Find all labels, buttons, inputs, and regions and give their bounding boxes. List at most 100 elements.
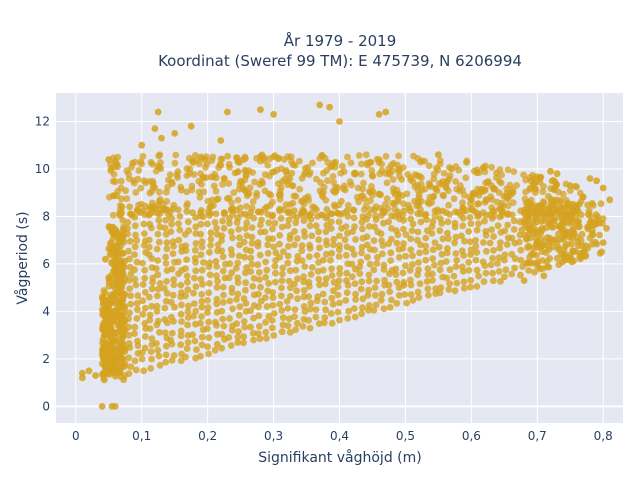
data-point <box>362 202 370 210</box>
data-point <box>187 122 195 130</box>
data-point <box>539 204 546 212</box>
data-point <box>108 350 115 357</box>
data-point <box>284 222 292 230</box>
data-point <box>573 183 580 191</box>
data-point <box>574 223 582 231</box>
data-point <box>123 167 131 175</box>
data-point <box>378 290 386 298</box>
data-point <box>463 157 471 165</box>
data-point <box>276 232 284 239</box>
data-point <box>204 208 212 216</box>
data-point <box>160 285 168 292</box>
data-point <box>367 206 374 214</box>
data-point <box>394 208 402 216</box>
data-point <box>532 189 539 197</box>
data-point <box>156 188 163 196</box>
data-point <box>133 315 141 322</box>
data-point <box>153 302 161 310</box>
data-point <box>300 278 308 286</box>
data-point <box>184 321 192 329</box>
data-point <box>111 246 119 254</box>
data-point <box>369 172 377 180</box>
data-point <box>435 151 442 159</box>
data-point <box>294 253 302 260</box>
data-point <box>206 259 214 267</box>
data-point <box>123 195 131 203</box>
data-point <box>365 223 373 230</box>
data-point <box>294 295 301 303</box>
data-point <box>540 183 547 190</box>
data-point <box>131 251 138 258</box>
data-point <box>453 256 461 264</box>
data-point <box>337 169 345 177</box>
data-point <box>248 204 256 212</box>
data-point <box>131 357 139 365</box>
data-point <box>198 341 206 349</box>
data-point <box>472 236 479 244</box>
data-point <box>316 281 323 289</box>
data-point <box>473 266 481 274</box>
data-point <box>305 293 313 300</box>
data-point <box>415 294 423 301</box>
data-point <box>446 266 454 274</box>
data-point <box>108 259 115 267</box>
data-point <box>436 215 444 223</box>
data-point <box>253 189 261 197</box>
data-point <box>166 171 174 179</box>
data-point <box>473 283 481 290</box>
data-point <box>404 171 412 178</box>
data-point <box>473 249 481 256</box>
data-point <box>247 268 255 275</box>
data-point <box>488 163 495 171</box>
data-point <box>261 228 269 236</box>
data-point <box>198 303 206 311</box>
data-point <box>115 367 122 375</box>
data-point <box>564 200 571 208</box>
data-point <box>197 275 205 283</box>
data-point <box>540 272 548 280</box>
data-point <box>307 299 315 307</box>
data-point <box>183 165 191 173</box>
data-point <box>131 323 139 331</box>
data-point <box>105 301 112 309</box>
data-point <box>154 108 162 116</box>
data-point <box>481 217 488 225</box>
data-point <box>520 277 528 284</box>
data-point <box>381 276 388 284</box>
data-point <box>289 212 297 219</box>
data-point <box>285 242 292 250</box>
data-point <box>388 235 395 243</box>
data-point <box>394 196 402 203</box>
data-point <box>501 273 508 281</box>
data-point <box>209 153 217 161</box>
data-point <box>414 198 422 206</box>
data-point <box>549 243 557 251</box>
data-point <box>547 167 554 175</box>
data-point <box>388 296 395 304</box>
data-point <box>382 108 390 116</box>
data-point <box>414 236 421 244</box>
data-point <box>482 227 490 235</box>
data-point <box>400 225 407 233</box>
data-point <box>287 153 295 161</box>
data-point <box>140 177 148 185</box>
x-tick-label: 0,1 <box>132 429 151 443</box>
y-tick-label: 12 <box>35 114 50 128</box>
data-point <box>358 160 365 168</box>
data-point <box>508 234 516 242</box>
data-point <box>214 195 222 203</box>
data-point <box>328 319 336 327</box>
data-point <box>437 284 445 292</box>
data-point <box>126 285 134 292</box>
data-point <box>335 277 343 285</box>
data-point <box>186 154 193 162</box>
data-point <box>141 304 149 312</box>
data-point <box>382 152 390 160</box>
data-point <box>377 296 385 304</box>
data-point <box>152 204 160 212</box>
data-point <box>149 160 156 168</box>
data-point <box>268 324 276 332</box>
data-point <box>140 367 148 375</box>
data-point <box>458 247 466 255</box>
data-point <box>206 280 213 287</box>
